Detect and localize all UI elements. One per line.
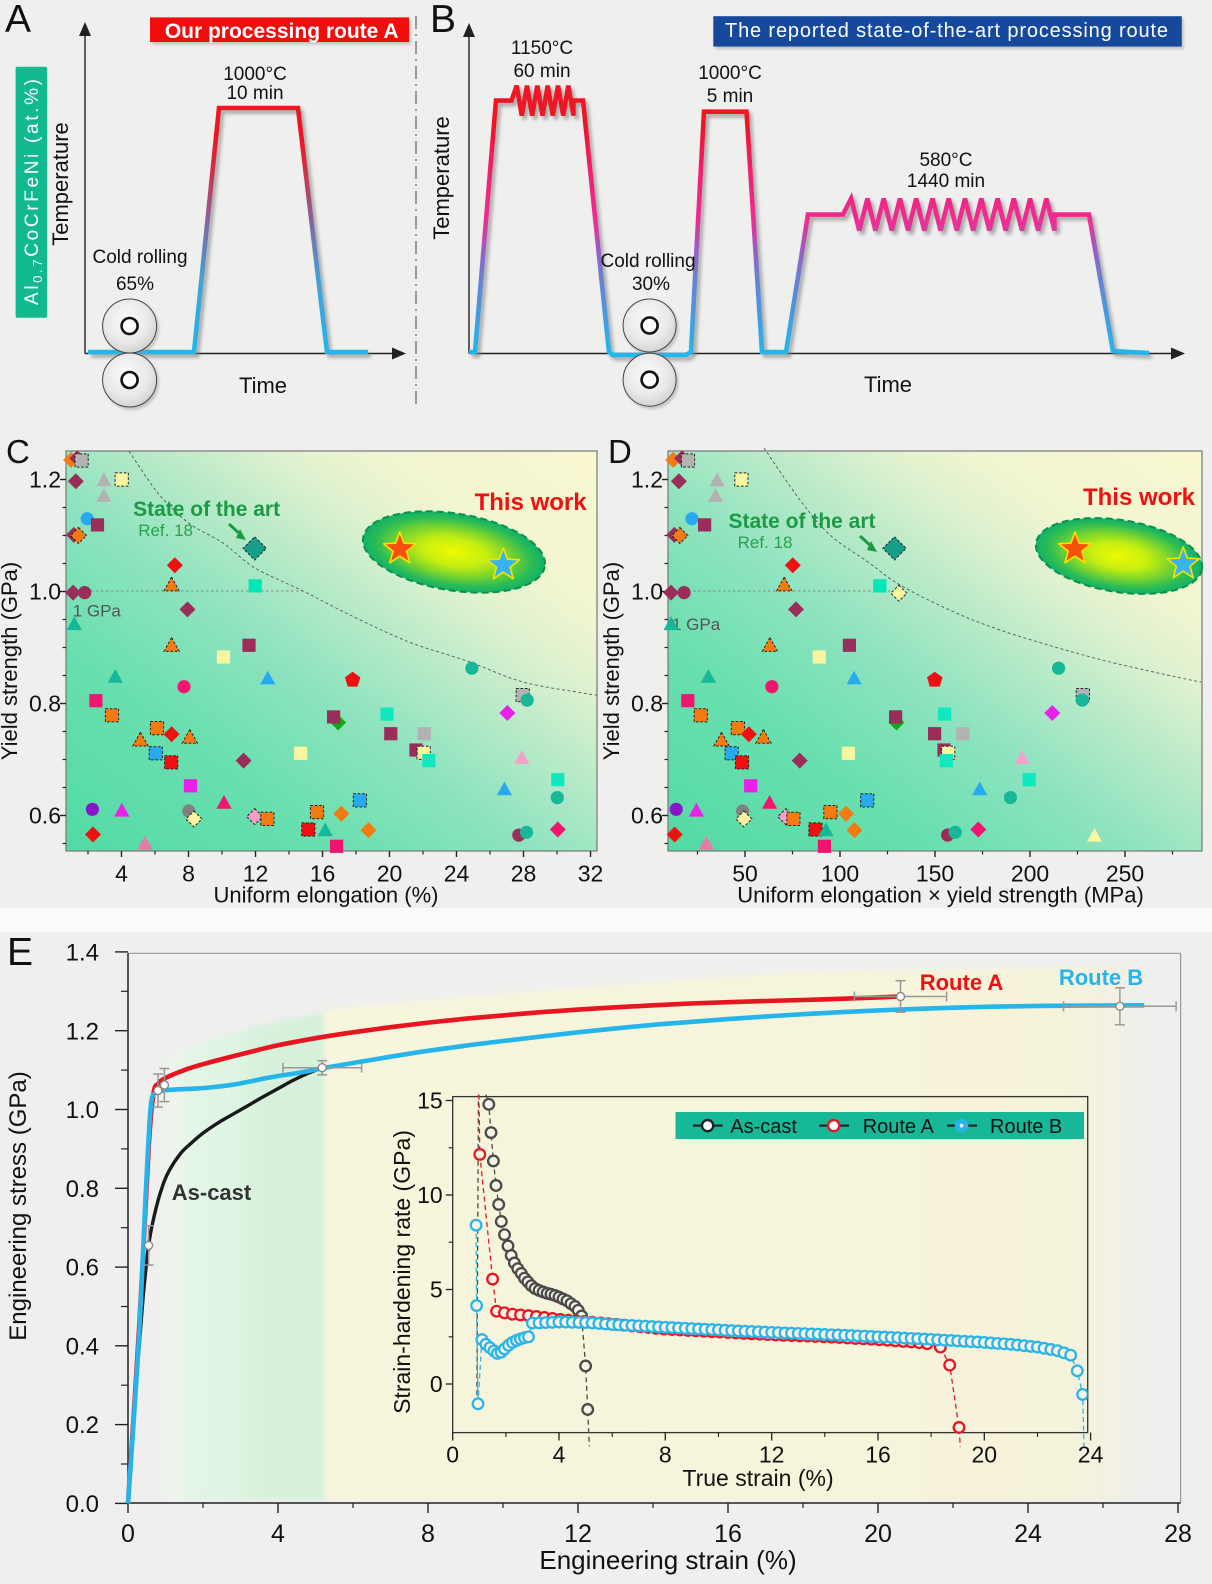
svg-text:8: 8	[421, 1520, 435, 1548]
svg-text:20: 20	[864, 1520, 892, 1548]
svg-text:Route B: Route B	[1059, 965, 1143, 990]
svg-text:0: 0	[121, 1520, 135, 1548]
svg-text:16: 16	[865, 1442, 891, 1468]
svg-text:10 min: 10 min	[226, 83, 283, 104]
svg-text:C: C	[6, 433, 30, 470]
svg-text:24: 24	[1014, 1520, 1042, 1548]
svg-text:Yield strength (GPa): Yield strength (GPa)	[0, 562, 22, 761]
svg-text:Route A: Route A	[863, 1116, 935, 1138]
svg-text:20: 20	[972, 1442, 998, 1468]
svg-text:1000°C: 1000°C	[698, 63, 762, 84]
svg-text:0.6: 0.6	[66, 1255, 99, 1282]
svg-text:12: 12	[243, 861, 269, 887]
svg-text:16: 16	[714, 1520, 742, 1548]
svg-text:0.6: 0.6	[29, 803, 61, 829]
svg-text:50: 50	[732, 861, 758, 887]
svg-text:Ref. 18: Ref. 18	[738, 533, 793, 552]
svg-text:250: 250	[1106, 861, 1144, 887]
svg-text:As-cast: As-cast	[730, 1116, 797, 1138]
svg-text:0.2: 0.2	[66, 1412, 99, 1439]
svg-text:B: B	[430, 0, 456, 41]
svg-text:0.6: 0.6	[631, 803, 663, 829]
svg-text:Strain-hardening rate (GPa): Strain-hardening rate (GPa)	[389, 1130, 415, 1414]
svg-text:A: A	[5, 0, 31, 41]
svg-text:8: 8	[659, 1442, 672, 1468]
svg-text:Temperature: Temperature	[48, 122, 73, 246]
svg-text:Time: Time	[864, 372, 912, 397]
svg-text:65%: 65%	[116, 274, 154, 295]
svg-text:Route B: Route B	[990, 1116, 1062, 1138]
svg-text:As-cast: As-cast	[172, 1180, 252, 1205]
svg-text:0.8: 0.8	[66, 1176, 99, 1203]
svg-text:0.4: 0.4	[66, 1333, 99, 1360]
svg-text:Our processing route A: Our processing route A	[165, 20, 399, 43]
svg-text:Temperature: Temperature	[429, 116, 454, 240]
svg-text:1.0: 1.0	[29, 579, 61, 605]
svg-text:0.0: 0.0	[66, 1491, 99, 1518]
svg-text:1.2: 1.2	[29, 467, 61, 493]
svg-text:1150°C: 1150°C	[511, 38, 573, 59]
svg-text:0.8: 0.8	[29, 691, 61, 717]
svg-text:16: 16	[310, 861, 336, 887]
svg-text:12: 12	[564, 1520, 592, 1548]
svg-text:32: 32	[578, 861, 604, 887]
svg-text:Yield strength (GPa): Yield strength (GPa)	[599, 562, 624, 761]
svg-text:1 GPa: 1 GPa	[672, 615, 721, 634]
svg-text:1.4: 1.4	[66, 940, 99, 967]
svg-text:Ref. 18: Ref. 18	[138, 521, 193, 540]
svg-text:30%: 30%	[632, 274, 670, 295]
svg-text:Uniform elongation (%): Uniform elongation (%)	[214, 883, 439, 908]
svg-text:12: 12	[759, 1442, 785, 1468]
svg-text:1 GPa: 1 GPa	[73, 602, 122, 621]
svg-text:10: 10	[417, 1182, 443, 1208]
svg-text:State of the art: State of the art	[133, 498, 280, 521]
svg-text:24: 24	[1078, 1442, 1104, 1468]
svg-text:28: 28	[1164, 1520, 1192, 1548]
svg-text:Time: Time	[239, 373, 287, 398]
svg-text:1440 min: 1440 min	[907, 171, 985, 192]
svg-text:0: 0	[430, 1371, 443, 1397]
svg-text:0: 0	[446, 1442, 459, 1468]
svg-text:1.2: 1.2	[66, 1018, 99, 1045]
svg-text:Engineering stress (GPa): Engineering stress (GPa)	[5, 1071, 32, 1340]
svg-text:4: 4	[271, 1520, 285, 1548]
svg-text:0.8: 0.8	[631, 691, 663, 717]
svg-text:True strain (%): True strain (%)	[682, 1465, 833, 1491]
svg-text:20: 20	[377, 861, 403, 887]
svg-text:1.0: 1.0	[66, 1097, 99, 1124]
svg-text:Cold rolling: Cold rolling	[600, 251, 695, 272]
svg-text:This work: This work	[475, 489, 588, 516]
svg-text:4: 4	[553, 1442, 566, 1468]
svg-text:1.2: 1.2	[631, 467, 663, 493]
svg-text:1.0: 1.0	[631, 579, 663, 605]
svg-text:28: 28	[511, 861, 537, 887]
svg-text:24: 24	[444, 861, 470, 887]
svg-text:5: 5	[430, 1277, 443, 1303]
svg-text:D: D	[608, 433, 632, 470]
svg-text:4: 4	[115, 861, 128, 887]
svg-text:E: E	[7, 931, 33, 974]
svg-text:60 min: 60 min	[513, 61, 570, 82]
svg-text:Cold rolling: Cold rolling	[92, 247, 187, 268]
svg-text:15: 15	[417, 1088, 443, 1114]
svg-text:200: 200	[1011, 861, 1049, 887]
svg-text:This work: This work	[1083, 484, 1196, 511]
svg-text:5 min: 5 min	[707, 86, 753, 107]
svg-text:State of the art: State of the art	[728, 510, 875, 533]
svg-text:Route A: Route A	[920, 970, 1004, 995]
svg-text:8: 8	[182, 861, 195, 887]
svg-text:The reported state-of-the-art: The reported state-of-the-art processing…	[725, 20, 1168, 42]
svg-text:1000°C: 1000°C	[223, 64, 287, 85]
svg-text:Engineering strain (%): Engineering strain (%)	[539, 1545, 796, 1575]
svg-text:580°C: 580°C	[919, 150, 972, 171]
svg-text:100: 100	[821, 861, 859, 887]
svg-text:Uniform elongation × yield str: Uniform elongation × yield strength (MPa…	[737, 883, 1144, 908]
svg-text:150: 150	[916, 861, 954, 887]
